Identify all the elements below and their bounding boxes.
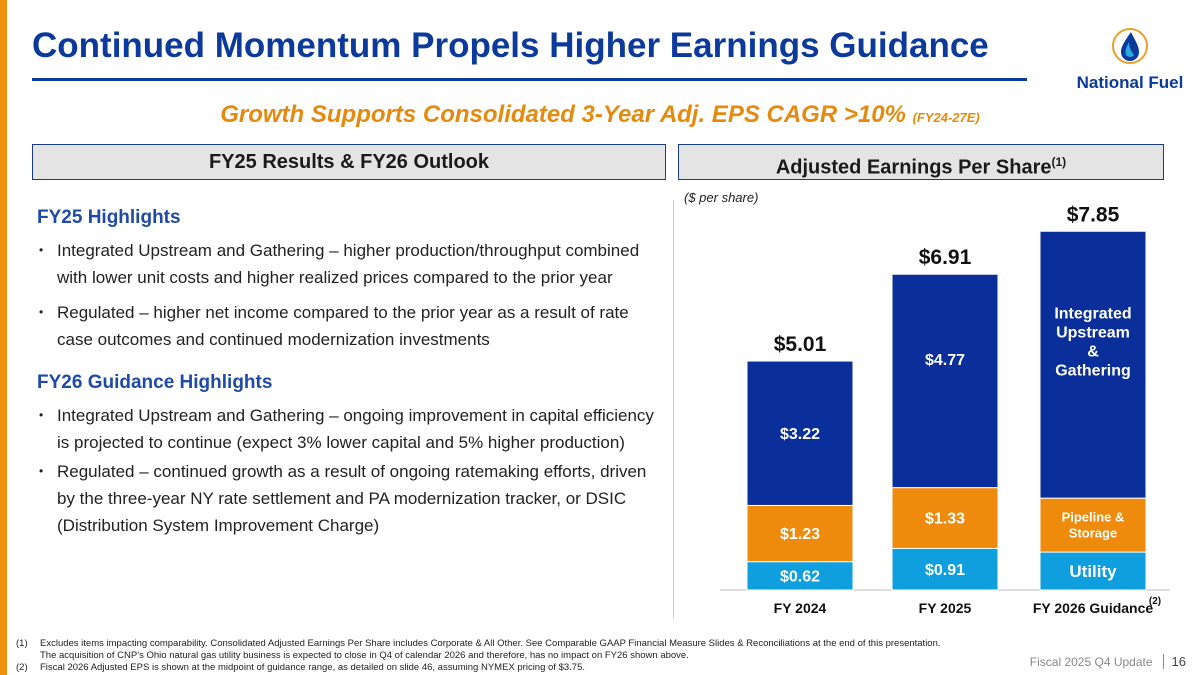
page-title: Continued Momentum Propels Higher Earnin… — [32, 26, 989, 65]
bullet: Integrated Upstream and Gathering – ongo… — [37, 402, 667, 456]
footnote-ref: (2) — [1149, 596, 1161, 607]
segment-label: $0.62 — [780, 568, 820, 585]
unit-label: ($ per share) — [684, 190, 759, 205]
footnote-number — [16, 650, 40, 662]
bar-segment — [891, 273, 999, 489]
subtitle-text: Growth Supports Consolidated 3-Year Adj.… — [220, 101, 906, 128]
bar-segment — [1039, 551, 1147, 591]
flame-logo-icon — [1112, 28, 1148, 64]
bullet: Regulated – higher net income compared t… — [37, 299, 667, 353]
page-footer: Fiscal 2025 Q4 Update 16 — [1030, 654, 1186, 669]
segment-label: $1.23 — [780, 526, 820, 543]
total-label: $7.85 — [1067, 203, 1120, 226]
footnote-text: Fiscal 2026 Adjusted EPS is shown at the… — [40, 662, 585, 673]
segment-label: & — [1087, 343, 1099, 360]
segment-label: $3.22 — [780, 426, 820, 443]
logo: National Fuel — [1070, 26, 1190, 93]
bullet: Integrated Upstream and Gathering – high… — [37, 237, 667, 291]
page-number: 16 — [1162, 654, 1186, 669]
footnote-number: (2) — [16, 662, 28, 673]
total-label: $6.91 — [919, 246, 972, 269]
bar-segment — [1039, 497, 1147, 553]
footnote-text: The acquisition of CNP’s Ohio natural ga… — [40, 650, 689, 661]
right-header-text: Adjusted Earnings Per Share — [775, 156, 1052, 179]
segment-label: $1.33 — [925, 511, 965, 528]
footnotes: (1) Excludes items impacting comparabilit… — [16, 638, 941, 674]
section-heading: FY25 Highlights — [37, 207, 181, 228]
title-rule — [32, 78, 1027, 81]
segment-label: Storage — [1069, 526, 1117, 541]
footnote-ref: (1) — [1051, 155, 1067, 169]
bullet: Regulated – continued growth as a result… — [37, 458, 667, 539]
eps-chart: $0.62 $1.23 $3.22 $5.01 FY 2024 $0.91 $1.33 $4.… — [720, 203, 1170, 616]
bar-segment — [746, 561, 854, 591]
divider — [673, 200, 674, 618]
footer-label: Fiscal 2025 Q4 Update — [1029, 654, 1153, 669]
category-label: FY 2024 — [774, 600, 827, 616]
highlights-panel: FY25 Highlights Integrated Upstream and … — [37, 204, 667, 547]
left-section-header: FY25 Results & FY26 Outlook — [32, 144, 666, 180]
bar-segment — [891, 487, 999, 549]
segment-label: Upstream — [1056, 324, 1130, 341]
category-label: FY 2025 — [919, 600, 972, 616]
subtitle: Growth Supports Consolidated 3-Year Adj.… — [0, 101, 1200, 129]
total-label: $5.01 — [774, 333, 827, 356]
subtitle-note: (FY24-27E) — [912, 110, 980, 125]
accent-sidebar — [0, 0, 7, 675]
category-label: FY 2026 Guidance — [1033, 600, 1154, 616]
right-section-header: Adjusted Earnings Per Share(1) — [678, 144, 1164, 180]
bar-segment — [746, 360, 854, 506]
segment-label: Pipeline & — [1062, 510, 1125, 525]
segment-label: Gathering — [1055, 362, 1131, 379]
segment-label: Utility — [1069, 562, 1117, 581]
bar-segment — [1039, 230, 1147, 499]
segment-label: $0.91 — [925, 562, 965, 579]
section-heading: FY26 Guidance Highlights — [37, 372, 273, 393]
segment-label: $4.77 — [925, 352, 965, 369]
segment-label: Integrated — [1054, 305, 1131, 322]
logo-text: National Fuel — [1076, 73, 1184, 92]
bar-segment — [891, 547, 999, 591]
footnote-text: Excludes items impacting comparability. … — [40, 638, 941, 649]
footnote-number: (1) — [16, 638, 28, 649]
